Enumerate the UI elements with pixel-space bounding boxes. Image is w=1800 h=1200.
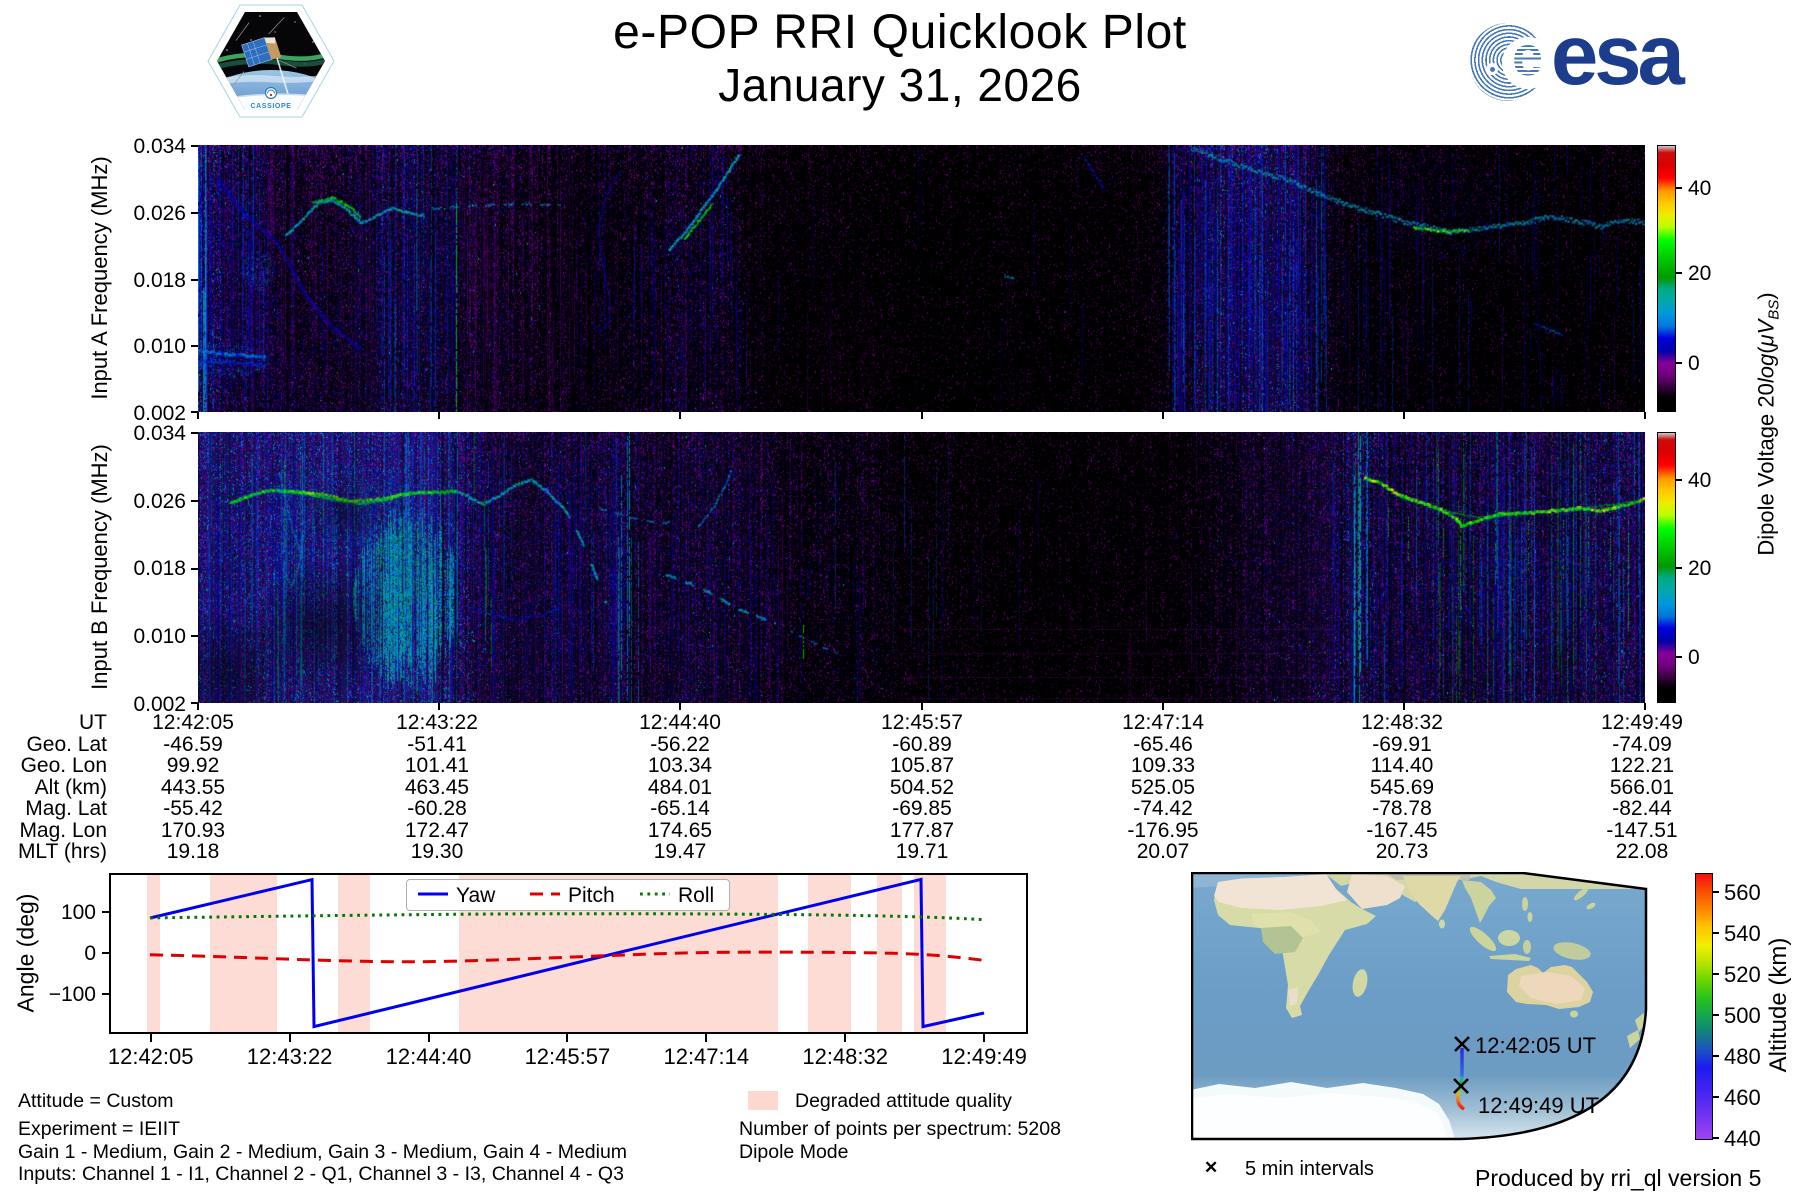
svg-text:CASSIOPE: CASSIOPE — [251, 103, 292, 110]
